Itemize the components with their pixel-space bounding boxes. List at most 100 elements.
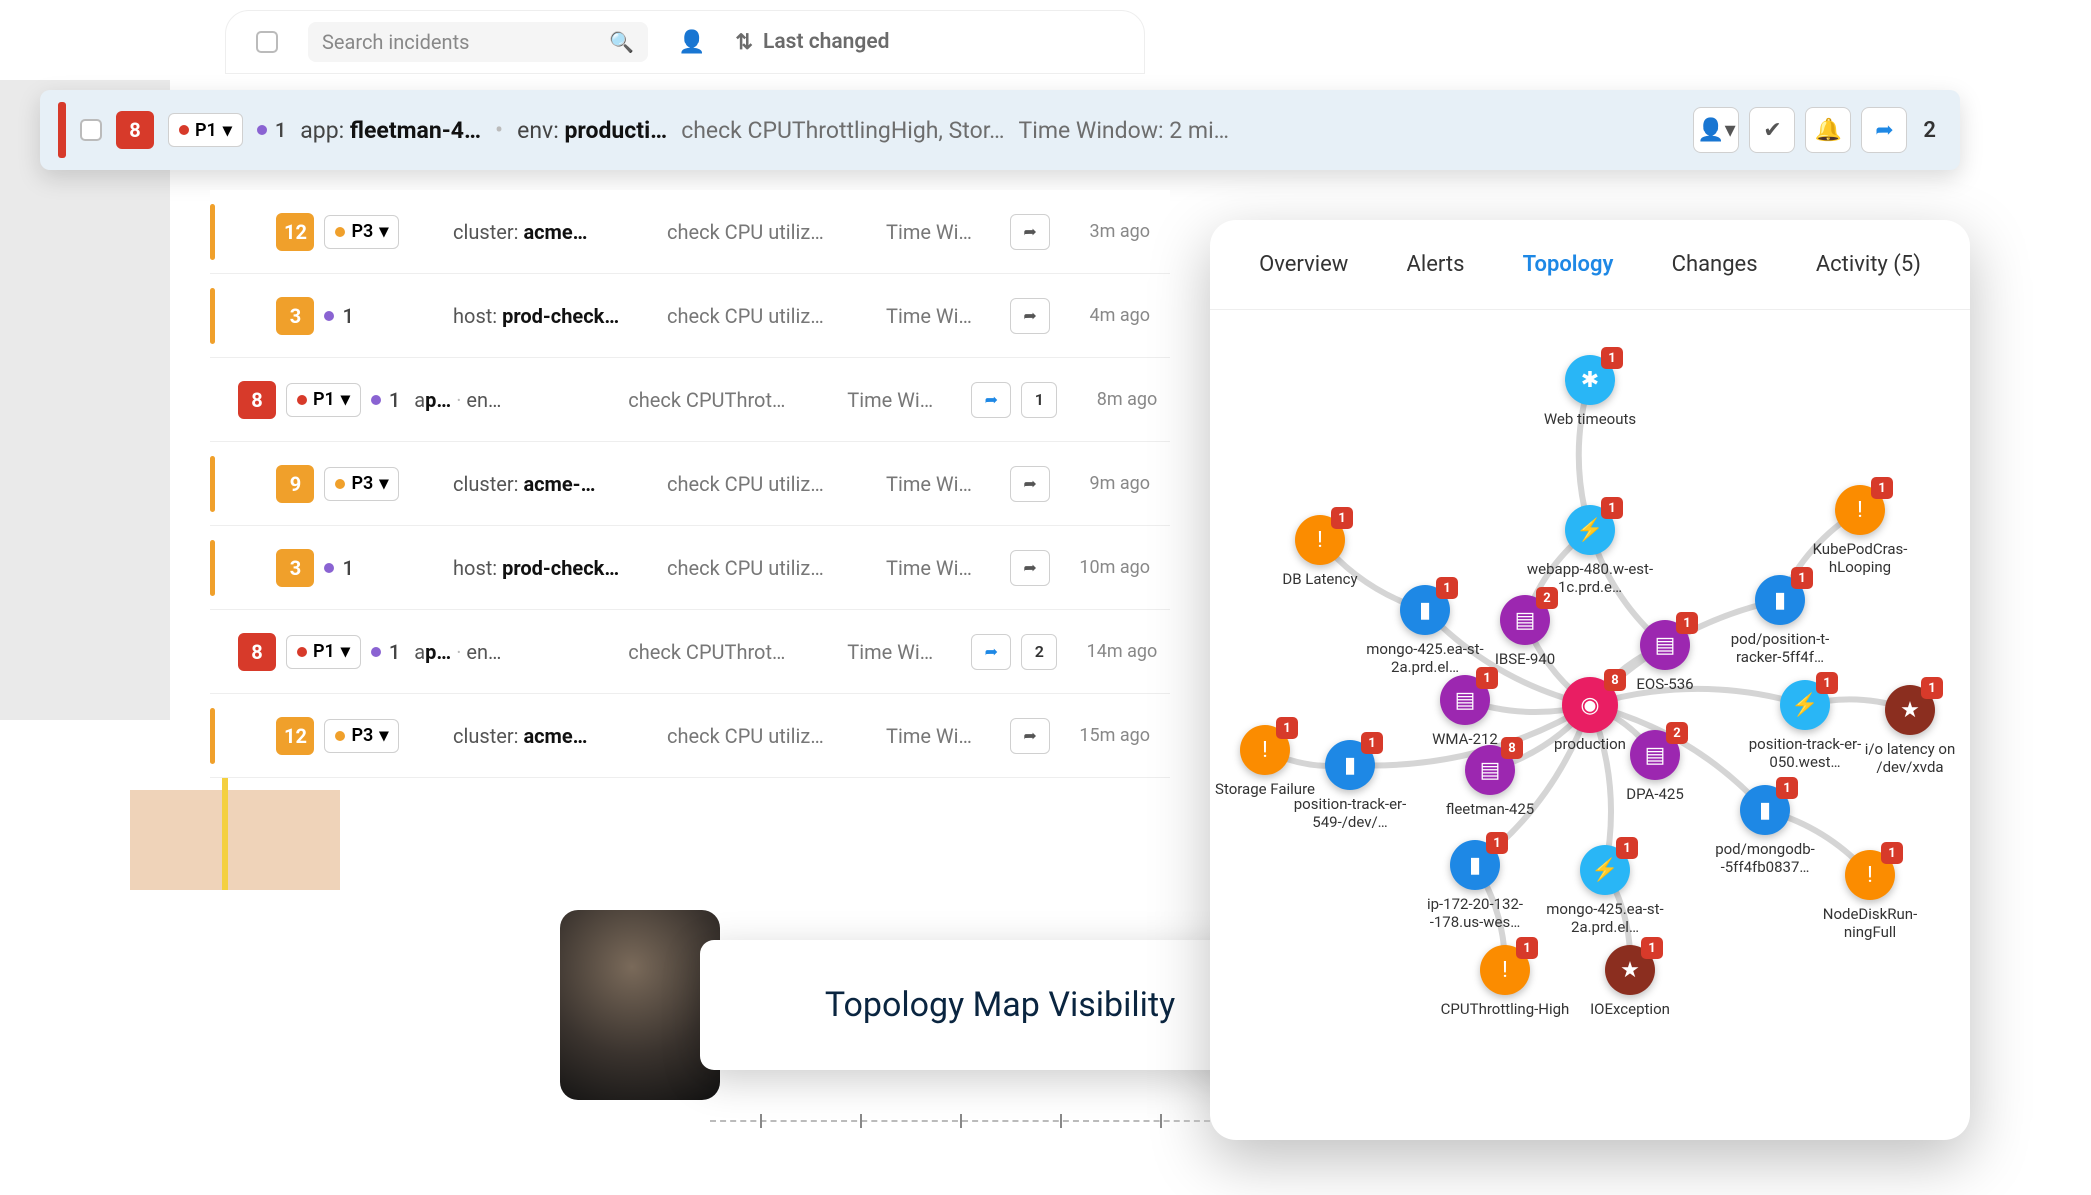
- node-badge: 8: [1501, 737, 1523, 759]
- purple-dot-icon: [324, 563, 334, 573]
- row-right: ➦10m ago: [1010, 550, 1150, 586]
- node-icon: ⚡1: [1565, 505, 1615, 555]
- share-button[interactable]: ➦: [971, 634, 1011, 670]
- row-tag-primary: cluster: acme…: [453, 724, 653, 748]
- search-placeholder: Search incidents: [322, 30, 469, 54]
- node-icon: !1: [1480, 945, 1530, 995]
- row-check-text: check CPUThrot…: [628, 640, 833, 664]
- severity-stripe: [210, 288, 215, 344]
- priority-label: P1: [195, 120, 217, 141]
- incident-row[interactable]: 31host: prod-check…check CPU utiliz…Time…: [210, 526, 1170, 610]
- share-button[interactable]: ➦: [1010, 214, 1050, 250]
- node-icon: ★1: [1605, 945, 1655, 995]
- priority-dot-icon: [335, 731, 345, 741]
- tab-overview[interactable]: Overview: [1255, 244, 1352, 285]
- incident-count-badge: 12: [276, 213, 314, 251]
- node-badge: 2: [1666, 722, 1688, 744]
- incident-row[interactable]: 31host: prod-check…check CPU utiliz…Time…: [210, 274, 1170, 358]
- row-time-window: Time Wi…: [847, 388, 957, 412]
- priority-pill[interactable]: P1▾: [286, 383, 361, 417]
- timeline-tick: [760, 1114, 762, 1128]
- priority-dot-icon: [335, 479, 345, 489]
- user-icon[interactable]: 👤: [678, 30, 705, 55]
- share-button[interactable]: ➦: [1010, 550, 1050, 586]
- node-badge: 1: [1641, 937, 1663, 959]
- row-right: ➦18m ago: [971, 382, 1157, 418]
- share-button[interactable]: ➦: [1861, 107, 1907, 153]
- row-right: ➦214m ago: [971, 634, 1157, 670]
- node-label: mongo-425.ea-st-2a.prd.el…: [1360, 640, 1490, 676]
- bg-decor: [130, 790, 340, 890]
- ack-button[interactable]: ✔: [1749, 107, 1795, 153]
- incident-row[interactable]: 8P1▾1ap… · en…check CPUThrot…Time Wi…➦21…: [210, 610, 1170, 694]
- row-time-window: Time Wi…: [886, 472, 996, 496]
- secondary-count-n: 1: [342, 556, 353, 580]
- incident-row[interactable]: 8P1▾1ap… · en…check CPUThrot…Time Wi…➦18…: [210, 358, 1170, 442]
- node-icon: ⚡1: [1780, 680, 1830, 730]
- node-badge: 1: [1676, 612, 1698, 634]
- row-tag-primary: cluster: acme…: [453, 220, 653, 244]
- tab-alerts[interactable]: Alerts: [1403, 244, 1469, 285]
- top-toolbar: Search incidents 🔍 👤 ⇅ Last changed: [225, 10, 1145, 74]
- node-badge: 1: [1436, 577, 1458, 599]
- incident-count-badge: 8: [238, 633, 276, 671]
- incident-count-badge: 3: [276, 549, 314, 587]
- search-icon: 🔍: [609, 30, 634, 54]
- node-label: pod/mongodb--5ff4fb0837…: [1700, 840, 1830, 876]
- node-icon: ▤8: [1465, 745, 1515, 795]
- node-label: CPUThrottling-High: [1440, 1000, 1570, 1018]
- node-badge: 1: [1871, 477, 1893, 499]
- share-button[interactable]: ➦: [1010, 298, 1050, 334]
- incident-row[interactable]: 12P3▾cluster: acme…check CPU utiliz…Time…: [210, 190, 1170, 274]
- tab-activity-5-[interactable]: Activity (5): [1812, 244, 1925, 285]
- node-icon: ▮1: [1755, 575, 1805, 625]
- node-icon: ▮1: [1450, 840, 1500, 890]
- chevron-down-icon: ▾: [379, 725, 388, 746]
- row-tag-primary: host: prod-check…: [453, 556, 653, 580]
- assign-user-button[interactable]: 👤▾: [1693, 107, 1739, 153]
- row-time-window: Time Wi…: [886, 724, 996, 748]
- priority-pill[interactable]: P3▾: [324, 719, 399, 753]
- incident-highlight-row[interactable]: 8 P1 ▾ 1 app: fleetman-4… • env: product…: [40, 90, 1960, 170]
- node-icon: ▤1: [1440, 675, 1490, 725]
- notify-button[interactable]: 🔔: [1805, 107, 1851, 153]
- row-age: 9m ago: [1060, 473, 1150, 494]
- row-checkbox[interactable]: [80, 119, 102, 141]
- node-badge: 1: [1816, 672, 1838, 694]
- share-button[interactable]: ➦: [1010, 466, 1050, 502]
- node-icon: ▮1: [1400, 585, 1450, 635]
- priority-pill[interactable]: P3▾: [324, 467, 399, 501]
- search-input[interactable]: Search incidents 🔍: [308, 22, 648, 62]
- persona-avatar: [560, 910, 720, 1100]
- incident-row[interactable]: 12P3▾cluster: acme…check CPU utiliz…Time…: [210, 694, 1170, 778]
- sep-dot-icon: •: [495, 116, 503, 144]
- chevron-down-icon: ▾: [379, 221, 388, 242]
- purple-dot-icon: [371, 647, 381, 657]
- priority-pill[interactable]: P3▾: [324, 215, 399, 249]
- severity-stripe: [210, 204, 215, 260]
- node-label: fleetman-425: [1425, 800, 1555, 818]
- secondary-count: 1: [257, 118, 286, 142]
- node-badge: 1: [1616, 837, 1638, 859]
- priority-pill[interactable]: P1▾: [286, 635, 361, 669]
- chevron-down-icon: ▾: [341, 389, 350, 410]
- tab-topology[interactable]: Topology: [1519, 244, 1618, 285]
- node-icon: ▤1: [1640, 620, 1690, 670]
- tab-changes[interactable]: Changes: [1668, 244, 1762, 285]
- select-all-checkbox[interactable]: [256, 31, 278, 53]
- priority-label: P1: [313, 641, 335, 662]
- priority-pill[interactable]: P1 ▾: [168, 113, 243, 147]
- share-button[interactable]: ➦: [1010, 718, 1050, 754]
- topology-panel: Overview Alerts Topology Changes Activity (5…: [1210, 220, 1970, 1140]
- secondary-count: 1: [371, 640, 400, 664]
- time-window-text: Time Window: 2 mi…: [1019, 117, 1230, 144]
- row-right: ➦4m ago: [1010, 298, 1150, 334]
- sort-last-changed[interactable]: ⇅ Last changed: [735, 30, 889, 55]
- incident-count-badge: 3: [276, 297, 314, 335]
- share-count: 2: [1917, 118, 1942, 143]
- row-check-text: check CPU utiliz…: [667, 556, 872, 580]
- share-count: 2: [1021, 634, 1057, 670]
- incident-row[interactable]: 9P3▾cluster: acme-…check CPU utiliz…Time…: [210, 442, 1170, 526]
- share-button[interactable]: ➦: [971, 382, 1011, 418]
- node-label: IOException: [1565, 1000, 1695, 1018]
